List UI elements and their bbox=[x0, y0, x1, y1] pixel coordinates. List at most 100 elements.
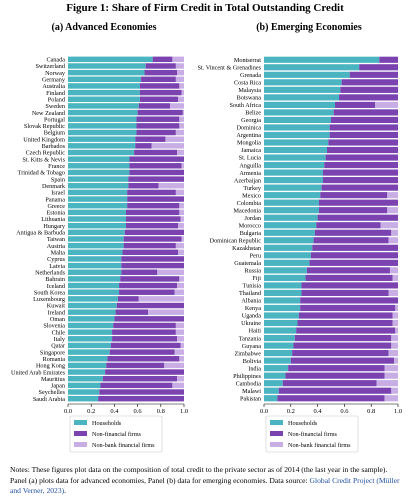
emg-bar-0-31 bbox=[264, 289, 302, 297]
emg-bar-0-25 bbox=[264, 244, 313, 251]
adv-bar-2-12 bbox=[165, 136, 184, 142]
emg-bar-0-40 bbox=[264, 357, 291, 364]
adv-bar-0-32 bbox=[68, 269, 122, 275]
adv-bar-1-33 bbox=[120, 276, 180, 282]
adv-bar-0-12 bbox=[68, 136, 136, 142]
emg-bar-2-45 bbox=[384, 395, 398, 402]
adv-bar-0-4 bbox=[68, 83, 140, 89]
emg-bar-1-17 bbox=[321, 184, 398, 191]
adv-bar-0-16 bbox=[68, 163, 130, 169]
emg-bar-0-32 bbox=[264, 297, 301, 304]
adv-bar-2-19 bbox=[158, 183, 184, 189]
emg-bar-0-18 bbox=[264, 192, 321, 199]
figure-notes: Notes: These figures plot data on the co… bbox=[10, 465, 406, 497]
emg-category-label: India bbox=[248, 365, 261, 372]
emg-bar-1-41 bbox=[288, 365, 385, 372]
emg-legend-swatch-1 bbox=[270, 431, 283, 436]
emg-bar-1-28 bbox=[306, 267, 390, 274]
emg-bar-0-8 bbox=[264, 116, 331, 124]
emg-bar-1-22 bbox=[316, 222, 381, 229]
adv-bar-1-30 bbox=[121, 256, 184, 262]
emg-bar-0-1 bbox=[264, 64, 360, 71]
emg-bar-0-3 bbox=[264, 79, 342, 86]
adv-category-label: Portugal bbox=[44, 116, 65, 123]
adv-category-label: Czech Republic bbox=[26, 150, 66, 157]
emg-bar-0-44 bbox=[264, 387, 279, 394]
emg-bar-0-7 bbox=[264, 109, 334, 116]
adv-bar-2-23 bbox=[179, 209, 184, 216]
adv-bar-2-24 bbox=[180, 216, 184, 222]
adv-legend-swatch-1 bbox=[74, 431, 87, 436]
adv-category-label: Belgium bbox=[44, 130, 65, 137]
adv-x-tick-label: 0.4 bbox=[110, 408, 119, 415]
adv-bar-2-36 bbox=[138, 296, 184, 302]
adv-category-label: Sweden bbox=[45, 103, 65, 110]
emg-category-label: Zimbabwe bbox=[235, 350, 262, 357]
emg-bar-1-2 bbox=[349, 71, 398, 78]
adv-bar-1-12 bbox=[135, 136, 166, 142]
adv-bar-1-46 bbox=[106, 362, 165, 369]
adv-bar-0-35 bbox=[68, 289, 120, 295]
adv-category-label: Hungary bbox=[43, 223, 66, 230]
emg-category-label: Dominican Republic bbox=[210, 237, 262, 244]
emg-bar-0-15 bbox=[264, 169, 323, 176]
adv-bar-0-41 bbox=[68, 329, 113, 335]
adv-bar-1-5 bbox=[139, 89, 182, 96]
adv-bar-1-28 bbox=[123, 242, 176, 249]
emg-bar-2-28 bbox=[389, 267, 398, 274]
adv-legend-box bbox=[69, 415, 163, 453]
emg-category-label: Ukraine bbox=[241, 320, 261, 327]
adv-bar-1-8 bbox=[137, 109, 183, 116]
adv-category-label: Netherlands bbox=[35, 269, 65, 276]
adv-category-label: Poland bbox=[48, 96, 66, 103]
emg-category-label: Kenya bbox=[245, 305, 261, 312]
emg-category-label: South Africa bbox=[230, 102, 262, 109]
emg-category-label: Macedonia bbox=[234, 207, 262, 214]
adv-x-tick-label: 0.2 bbox=[87, 408, 95, 415]
adv-category-label: Spain bbox=[51, 176, 65, 183]
adv-bar-2-8 bbox=[182, 109, 184, 116]
adv-bar-1-10 bbox=[136, 123, 180, 129]
emg-bar-1-13 bbox=[325, 154, 398, 161]
emg-bar-1-42 bbox=[285, 372, 385, 379]
emg-bar-1-18 bbox=[320, 192, 388, 199]
emg-bar-2-24 bbox=[388, 237, 398, 244]
emg-bar-0-2 bbox=[264, 71, 350, 78]
adv-category-label: New Zealand bbox=[32, 110, 66, 117]
emg-bar-0-0 bbox=[264, 56, 380, 63]
emg-bar-1-37 bbox=[294, 334, 392, 342]
emg-bar-2-35 bbox=[392, 319, 398, 327]
emg-bar-2-40 bbox=[393, 357, 398, 364]
adv-bar-0-2 bbox=[68, 69, 145, 76]
emg-bar-0-20 bbox=[264, 207, 319, 214]
adv-category-label: Seychelles bbox=[39, 389, 66, 396]
emg-bar-1-27 bbox=[309, 259, 398, 266]
emg-category-label: St. Vincent & Grenadines bbox=[198, 64, 262, 71]
emg-category-label: Morocco bbox=[239, 222, 261, 229]
adv-bar-0-36 bbox=[68, 296, 118, 302]
adv-bar-2-33 bbox=[179, 276, 184, 282]
adv-bar-0-46 bbox=[68, 362, 107, 369]
adv-category-label: Qatar bbox=[51, 343, 65, 350]
adv-bar-0-26 bbox=[68, 229, 125, 236]
citation-link[interactable]: Global Credit Project (Müller and Verner… bbox=[10, 475, 400, 496]
adv-bar-1-50 bbox=[99, 389, 184, 395]
adv-bar-2-28 bbox=[175, 242, 184, 249]
emg-bar-1-23 bbox=[314, 229, 392, 236]
adv-category-label: Denmark bbox=[42, 183, 66, 190]
adv-bar-2-46 bbox=[164, 362, 184, 369]
emg-bar-0-39 bbox=[264, 350, 293, 357]
adv-bar-1-47 bbox=[105, 369, 184, 375]
emg-bar-2-29 bbox=[392, 274, 398, 281]
emg-bar-2-37 bbox=[391, 334, 398, 342]
adv-bar-1-27 bbox=[123, 236, 182, 242]
adv-category-label: Austria bbox=[47, 243, 65, 250]
adv-category-label: Chile bbox=[52, 329, 66, 336]
emg-category-label: Pakistan bbox=[240, 395, 261, 402]
emg-bar-0-36 bbox=[264, 327, 297, 334]
emg-legend-swatch-0 bbox=[270, 420, 283, 425]
adv-bar-2-16 bbox=[181, 163, 184, 169]
emg-bar-0-11 bbox=[264, 139, 329, 146]
adv-category-label: Bahrain bbox=[45, 276, 65, 283]
